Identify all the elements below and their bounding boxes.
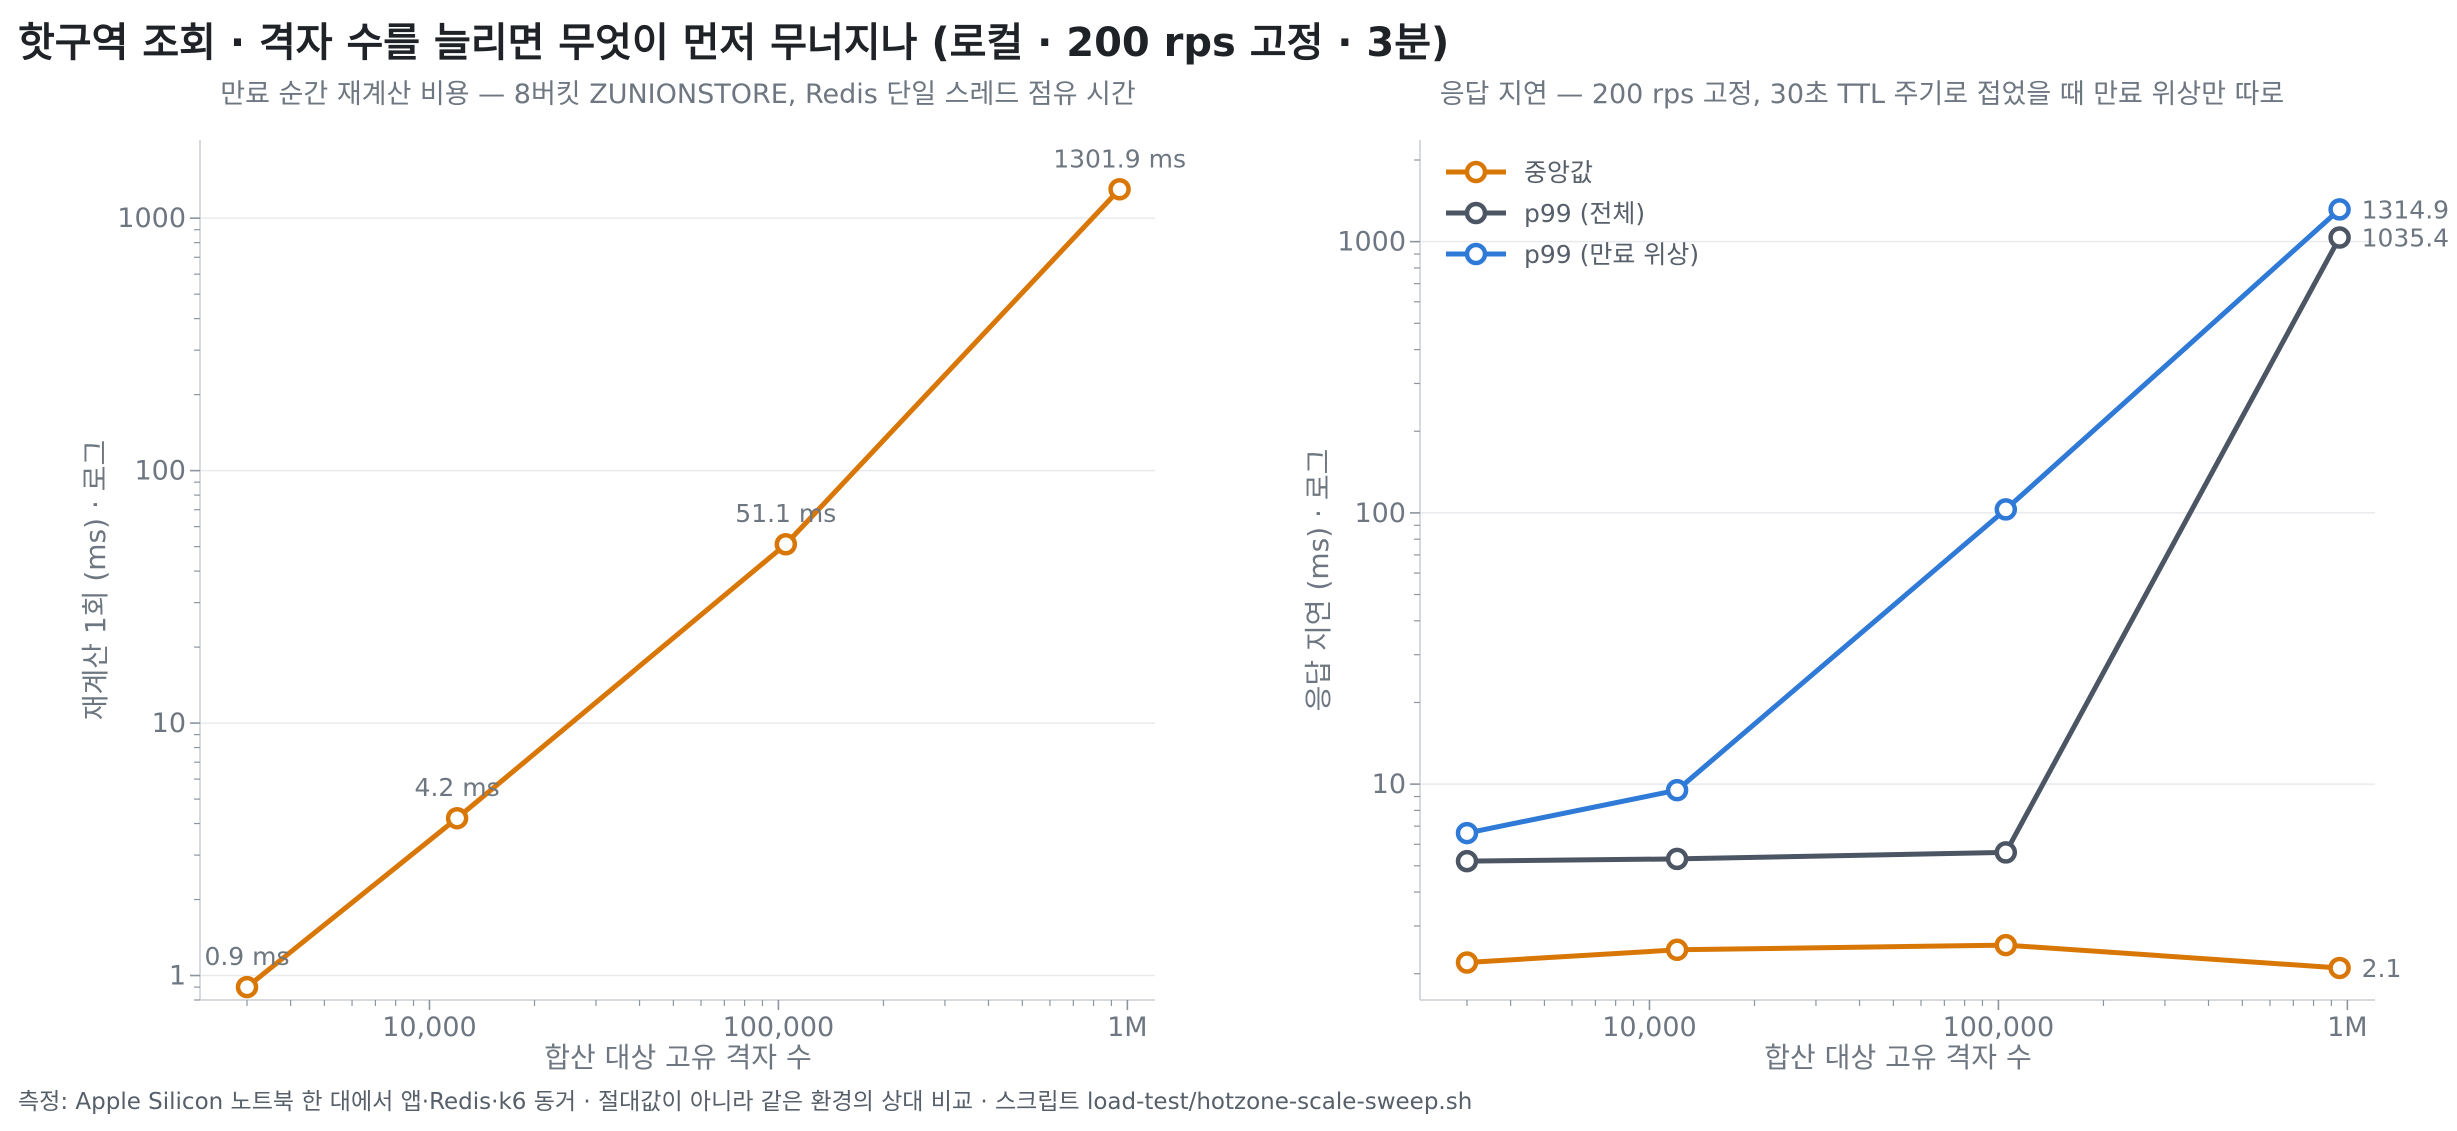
- end-value-label: 2.1: [2362, 954, 2402, 983]
- x-tick-label: 10,000: [382, 1012, 476, 1043]
- series-1: 2.1: [1455, 933, 2402, 983]
- legend-label: 중앙값: [1524, 158, 1593, 187]
- data-point: [1455, 849, 1479, 873]
- data-point: [1665, 847, 1689, 871]
- data-label: 1301.9 ms: [1053, 144, 1186, 173]
- footnote: 측정: Apple Silicon 노트북 한 대에서 앱·Redis·k6 동…: [18, 1089, 1473, 1115]
- series-line: [244, 186, 1123, 990]
- series-line: [1464, 206, 2343, 836]
- legend-swatch-marker: [1464, 242, 1488, 266]
- data-point: [1665, 938, 1689, 962]
- y-tick-label: 10: [152, 708, 186, 739]
- x-tick-label: 1M: [2327, 1012, 2367, 1043]
- series-3: 1314.9: [1455, 195, 2449, 845]
- data-point: [774, 532, 798, 556]
- legend-label: p99 (만료 위상): [1524, 240, 1699, 269]
- y-axis-label: 재계산 1회 (ms) · 로그: [79, 440, 112, 721]
- data-point: [1994, 498, 2018, 521]
- chart-2: 응답 지연 — 200 rps 고정, 30초 TTL 주기로 접었을 때 만료…: [1302, 79, 2449, 1074]
- data-label: 51.1 ms: [735, 499, 836, 528]
- data-point: [1994, 841, 2018, 864]
- y-axis-label: 응답 지연 (ms) · 로그: [1302, 449, 1335, 712]
- end-value-label: 1314.9: [2362, 195, 2449, 224]
- data-point: [1455, 951, 1479, 974]
- legend-label: p99 (전체): [1524, 199, 1645, 228]
- x-axis-label: 합산 대상 고유 격자 수: [544, 1041, 811, 1074]
- x-tick-label: 1M: [1107, 1012, 1147, 1043]
- legend: 중앙값 p99 (전체) p99 (만료 위상): [1446, 158, 1699, 269]
- data-point: [235, 975, 259, 999]
- legend-swatch-marker: [1464, 201, 1488, 225]
- data-point: [2328, 956, 2351, 980]
- y-tick-label: 1000: [117, 203, 186, 234]
- y-tick-label: 1000: [1337, 227, 1406, 258]
- x-tick-label: 100,000: [723, 1012, 835, 1043]
- chart-1: 만료 순간 재계산 비용 — 8버킷 ZUNIONSTORE, Redis 단일…: [79, 79, 1186, 1074]
- data-point: [2328, 198, 2351, 221]
- y-tick-label: 100: [134, 456, 186, 487]
- chart-subtitle: 만료 순간 재계산 비용 — 8버킷 ZUNIONSTORE, Redis 단일…: [220, 79, 1135, 110]
- data-point: [1455, 821, 1479, 845]
- series-line: [1464, 942, 2343, 971]
- x-tick-label: 100,000: [1943, 1012, 2055, 1043]
- series-line: [1464, 235, 2343, 864]
- series-2: 1035.4: [1455, 224, 2449, 873]
- y-tick-label: 100: [1354, 498, 1406, 529]
- data-label: 0.9 ms: [204, 942, 289, 971]
- chart-subtitle: 응답 지연 — 200 rps 고정, 30초 TTL 주기로 접었을 때 만료…: [1440, 79, 2285, 110]
- data-label: 4.2 ms: [415, 773, 500, 802]
- data-point: [1108, 178, 1131, 201]
- x-tick-label: 10,000: [1602, 1012, 1696, 1043]
- end-value-label: 1035.4: [2362, 224, 2449, 253]
- y-tick-label: 10: [1372, 769, 1406, 800]
- data-point: [1665, 778, 1689, 802]
- data-point: [445, 806, 469, 830]
- legend-swatch-marker: [1464, 160, 1488, 184]
- series-1: 0.9 ms 4.2 ms 51.1 ms 1301.9 ms: [204, 144, 1186, 999]
- page-title: 핫구역 조회 · 격자 수를 늘리면 무엇이 먼저 무너지나 (로컬 · 200…: [18, 20, 1450, 66]
- y-tick-label: 1: [169, 961, 186, 992]
- data-point: [2328, 226, 2351, 249]
- x-axis-label: 합산 대상 고유 격자 수: [1764, 1041, 2031, 1074]
- data-point: [1994, 933, 2018, 957]
